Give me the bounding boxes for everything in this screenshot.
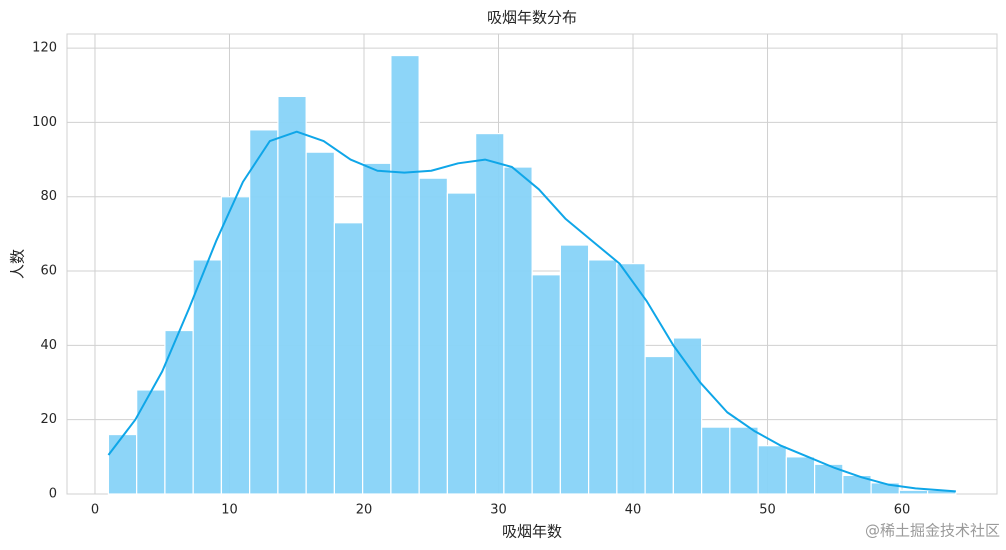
bar bbox=[757, 445, 787, 495]
bar bbox=[192, 259, 223, 495]
x-tick-label: 10 bbox=[221, 503, 238, 518]
bar bbox=[362, 162, 392, 495]
x-tick-label: 0 bbox=[91, 503, 99, 518]
watermark: @稀土掘金技术社区 bbox=[865, 522, 1000, 540]
bar bbox=[785, 456, 816, 495]
x-axis-label: 吸烟年数 bbox=[502, 523, 562, 541]
bar bbox=[644, 355, 674, 495]
bar bbox=[729, 426, 759, 495]
bar bbox=[475, 132, 505, 495]
bar bbox=[559, 244, 590, 495]
bar bbox=[898, 489, 929, 495]
bar bbox=[701, 426, 731, 495]
y-axis-label: 人数 bbox=[9, 249, 27, 279]
bar bbox=[249, 129, 279, 495]
bar bbox=[446, 192, 477, 495]
x-tick-label: 20 bbox=[356, 503, 373, 518]
chart-title: 吸烟年数分布 bbox=[487, 9, 577, 27]
bar bbox=[107, 433, 138, 495]
x-tick-label: 40 bbox=[625, 503, 642, 518]
y-tick-label: 0 bbox=[49, 487, 57, 502]
y-tick-label: 100 bbox=[32, 115, 57, 130]
bar bbox=[277, 95, 307, 495]
bar bbox=[333, 222, 364, 495]
x-tick-label: 60 bbox=[894, 503, 911, 518]
bar bbox=[418, 177, 448, 495]
bar bbox=[672, 337, 703, 495]
y-tick-label: 40 bbox=[40, 338, 57, 353]
y-tick-label: 20 bbox=[40, 412, 57, 427]
y-tick-label: 80 bbox=[40, 189, 57, 204]
y-tick-label: 120 bbox=[32, 41, 57, 56]
bar bbox=[616, 263, 646, 495]
bar bbox=[220, 196, 251, 495]
bar bbox=[136, 389, 166, 495]
x-tick-label: 30 bbox=[490, 503, 507, 518]
bar bbox=[503, 166, 533, 495]
kde-line bbox=[107, 130, 956, 493]
x-tick-label: 50 bbox=[759, 503, 776, 518]
bar bbox=[305, 151, 336, 495]
bar bbox=[588, 259, 618, 495]
bar bbox=[531, 274, 561, 495]
y-tick-label: 60 bbox=[40, 264, 57, 279]
bar bbox=[390, 54, 420, 495]
